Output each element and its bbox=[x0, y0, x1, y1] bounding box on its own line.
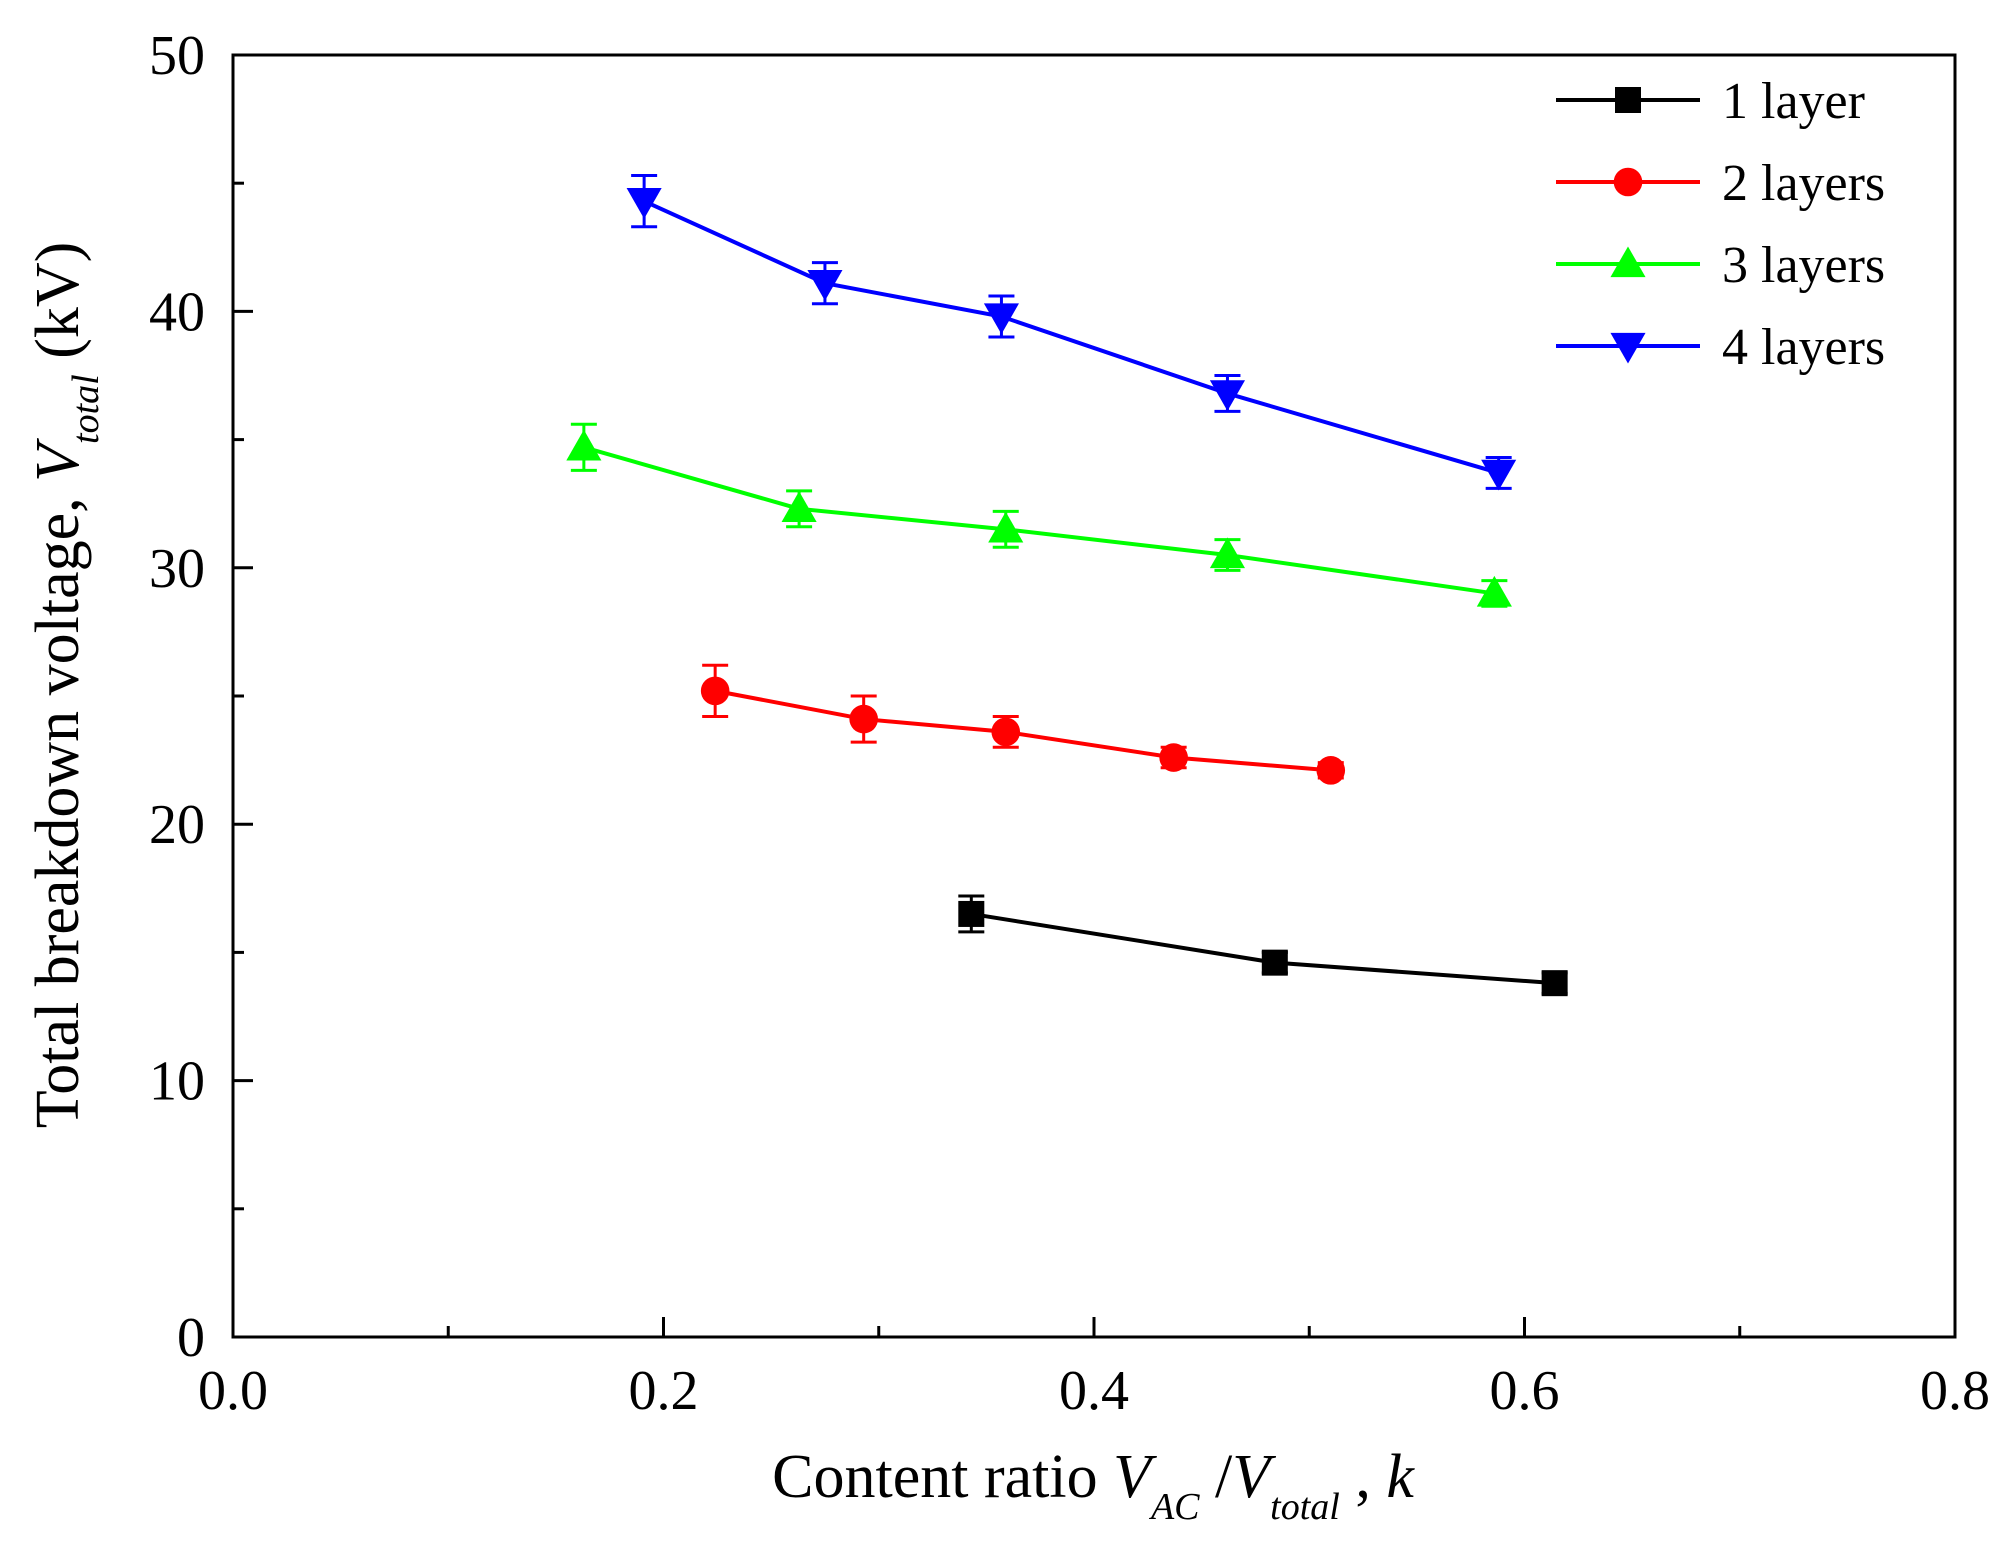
data-point bbox=[781, 491, 817, 522]
data-point bbox=[991, 717, 1021, 747]
data-point bbox=[1541, 970, 1568, 997]
data-point bbox=[1261, 949, 1288, 976]
legend-marker bbox=[1615, 87, 1641, 113]
plot-frame bbox=[231, 53, 1957, 1339]
data-point bbox=[1481, 459, 1517, 491]
x-axis-title-v2: V bbox=[1232, 1443, 1276, 1511]
data-point bbox=[983, 303, 1019, 335]
y-axis-title: Total breakdown voltage, Vtotal (kV) bbox=[24, 242, 107, 1129]
data-point bbox=[807, 270, 843, 301]
legend-label: 3 layers bbox=[1722, 237, 1885, 294]
x-axis-title: Content ratio VAC /Vtotal , k bbox=[772, 1443, 1415, 1528]
legend-marker bbox=[1610, 332, 1646, 364]
y-tick-label: 30 bbox=[149, 538, 205, 600]
x-axis-title-prefix: Content ratio bbox=[772, 1443, 1113, 1511]
data-point bbox=[1209, 537, 1246, 569]
series-1 bbox=[958, 894, 1568, 997]
series-4 bbox=[626, 174, 1517, 491]
x-tick-label: 0.6 bbox=[1490, 1360, 1560, 1422]
data-point bbox=[700, 676, 730, 706]
data-point bbox=[1476, 575, 1512, 607]
legend-label: 1 layer bbox=[1722, 73, 1865, 130]
data-point bbox=[849, 704, 878, 734]
series-line bbox=[643, 199, 1500, 475]
x-tick-label: 0.0 bbox=[198, 1360, 268, 1422]
x-axis-title-slash: / bbox=[1200, 1443, 1234, 1511]
x-tick-label: 0.8 bbox=[1920, 1360, 1990, 1422]
y-tick-label: 20 bbox=[149, 794, 205, 856]
legend-marker bbox=[1610, 246, 1646, 278]
x-axis-title-v2-sub: total bbox=[1270, 1486, 1340, 1528]
x-axis-title-k: k bbox=[1386, 1443, 1415, 1511]
y-axis-title-prefix: Total breakdown voltage, bbox=[24, 482, 92, 1128]
x-tick-label: 0.2 bbox=[629, 1360, 699, 1422]
x-axis-title-v1: V bbox=[1113, 1443, 1157, 1511]
legend-label: 4 layers bbox=[1722, 319, 1885, 376]
data-point bbox=[566, 429, 602, 461]
y-axis-title-v-sub: total bbox=[65, 374, 107, 444]
x-tick-label: 0.4 bbox=[1059, 1360, 1129, 1422]
y-tick-label: 10 bbox=[149, 1051, 205, 1113]
series-line bbox=[714, 688, 1331, 773]
x-axis-title-sep: , bbox=[1340, 1443, 1387, 1511]
series-line bbox=[583, 445, 1495, 596]
y-axis-title-v: V bbox=[24, 438, 92, 482]
data-point bbox=[626, 187, 662, 219]
series-3 bbox=[566, 422, 1512, 608]
y-tick-label: 0 bbox=[177, 1307, 205, 1369]
data-point bbox=[1209, 380, 1246, 411]
data-point bbox=[958, 900, 985, 927]
legend-label: 2 layers bbox=[1722, 155, 1885, 212]
y-tick-label: 50 bbox=[149, 25, 205, 87]
legend-marker bbox=[1613, 167, 1643, 197]
data-point bbox=[1316, 756, 1346, 785]
x-axis-title-v1-sub: AC bbox=[1148, 1486, 1200, 1528]
y-tick-label: 40 bbox=[149, 281, 205, 343]
data-point bbox=[988, 511, 1024, 543]
y-axis-title-unit: (kV) bbox=[24, 242, 92, 375]
data-point bbox=[1159, 743, 1188, 772]
legend: 1 layer 2 layers 3 layers 4 layers bbox=[1556, 73, 1885, 376]
series-2 bbox=[700, 663, 1346, 785]
